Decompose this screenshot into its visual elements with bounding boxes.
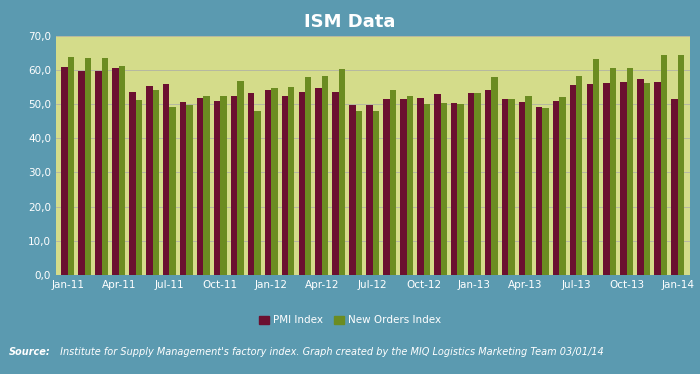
Bar [305,77,312,275]
Bar [671,99,678,275]
Bar [349,105,356,275]
Bar [424,104,430,275]
Bar [316,88,322,275]
Bar [332,92,339,275]
Bar [62,67,68,275]
Bar [485,89,491,275]
Bar [254,111,260,275]
Bar [519,101,525,275]
Bar [231,96,237,275]
Bar [237,81,244,275]
Bar [288,87,295,275]
Bar [271,88,278,275]
Bar [637,79,644,275]
Bar [265,90,271,275]
Bar [654,82,661,275]
Bar [552,101,559,275]
Bar [440,103,447,275]
Bar [384,99,390,275]
Bar [197,98,204,275]
Bar [136,101,142,275]
Bar [153,90,159,275]
Bar [475,93,481,275]
Bar [390,90,396,275]
Text: Source:: Source: [8,347,50,358]
Bar [457,104,464,275]
Bar [112,68,119,275]
Bar [102,58,108,275]
Bar [678,55,684,275]
Bar [366,105,372,275]
Bar [180,102,186,275]
Bar [78,71,85,275]
Text: ISM Data: ISM Data [304,13,395,31]
Bar [169,107,176,275]
Bar [559,97,566,275]
Bar [95,71,101,275]
Bar [299,92,305,275]
Bar [322,76,328,275]
Bar [525,96,531,275]
Bar [644,83,650,275]
Bar [68,58,74,275]
Bar [186,105,193,275]
Bar [536,107,542,275]
Bar [220,96,227,275]
Bar [281,96,288,275]
Text: Institute for Supply Management's factory index. Graph created by the MIQ Logist: Institute for Supply Management's factor… [57,347,604,358]
Bar [163,84,169,275]
Bar [576,76,582,275]
Legend: PMI Index, New Orders Index: PMI Index, New Orders Index [255,311,445,329]
Bar [130,92,136,275]
Bar [339,70,345,275]
Bar [508,99,514,275]
Bar [542,108,549,275]
Bar [356,111,362,275]
Bar [204,96,210,275]
Bar [119,65,125,275]
Bar [570,85,576,275]
Bar [491,77,498,275]
Bar [468,94,475,275]
Bar [587,85,593,275]
Bar [451,103,457,275]
Bar [372,111,379,275]
Bar [400,99,407,275]
Bar [661,55,667,275]
Bar [603,83,610,275]
Bar [610,68,616,275]
Bar [146,86,153,275]
Bar [593,59,599,275]
Bar [620,82,626,275]
Bar [248,94,254,275]
Bar [85,58,91,275]
Bar [626,68,634,275]
Bar [214,101,220,275]
Bar [502,99,508,275]
Bar [417,98,424,275]
Bar [407,96,413,275]
Bar [434,94,440,275]
